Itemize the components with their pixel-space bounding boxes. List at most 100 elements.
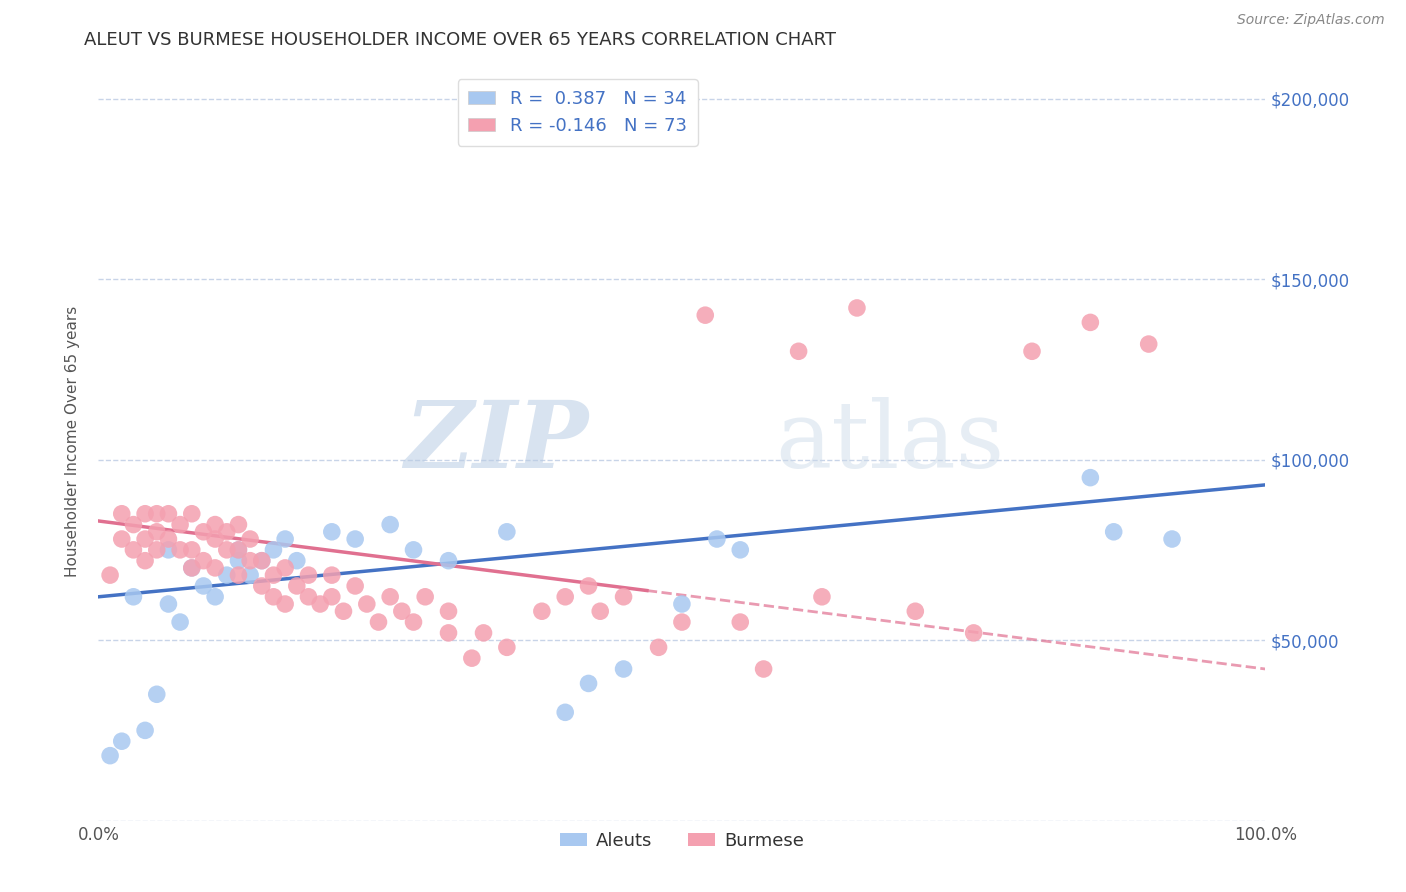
Point (530, 604, 553, 618)
Point (589, 604, 612, 618)
Point (239, 554, 262, 568)
Point (578, 579, 600, 593)
Point (122, 542, 145, 557)
Point (297, 568, 319, 582)
Point (111, 507, 134, 521)
Point (274, 597, 297, 611)
Point (228, 542, 250, 557)
Point (391, 604, 413, 618)
Point (695, 308, 717, 322)
Point (367, 615, 389, 629)
Point (204, 532, 226, 546)
Point (671, 597, 693, 611)
Point (1137, 337, 1160, 351)
Point (157, 507, 180, 521)
Point (157, 532, 180, 546)
Point (122, 590, 145, 604)
Point (134, 723, 156, 738)
Point (285, 554, 308, 568)
Point (554, 590, 576, 604)
Point (402, 542, 425, 557)
Y-axis label: Householder Income Over 65 years: Householder Income Over 65 years (65, 306, 80, 577)
Point (274, 532, 297, 546)
Legend: Aleuts, Burmese: Aleuts, Burmese (553, 825, 811, 857)
Point (146, 687, 169, 701)
Point (472, 626, 495, 640)
Point (180, 561, 202, 575)
Point (239, 568, 262, 582)
Point (122, 517, 145, 532)
Text: ZIP: ZIP (405, 397, 589, 486)
Point (228, 517, 250, 532)
Point (134, 507, 156, 521)
Point (215, 524, 238, 539)
Point (297, 590, 319, 604)
Point (169, 517, 191, 532)
Point (262, 542, 284, 557)
Point (846, 301, 869, 315)
Point (285, 579, 308, 593)
Point (250, 554, 273, 568)
Point (496, 524, 519, 539)
Point (1080, 470, 1102, 484)
Point (228, 554, 250, 568)
Point (321, 590, 343, 604)
Point (157, 597, 180, 611)
Point (321, 568, 343, 582)
Point (134, 532, 156, 546)
Point (98, 568, 121, 582)
Point (613, 662, 636, 676)
Point (111, 532, 134, 546)
Point (730, 615, 752, 629)
Point (904, 604, 927, 618)
Point (228, 542, 250, 557)
Point (250, 554, 273, 568)
Point (169, 542, 191, 557)
Point (730, 542, 752, 557)
Point (752, 662, 775, 676)
Point (180, 561, 202, 575)
Point (380, 590, 402, 604)
Text: ALEUT VS BURMESE HOUSEHOLDER INCOME OVER 65 YEARS CORRELATION CHART: ALEUT VS BURMESE HOUSEHOLDER INCOME OVER… (84, 31, 837, 49)
Point (204, 517, 226, 532)
Point (344, 579, 367, 593)
Point (180, 507, 202, 521)
Point (146, 507, 169, 521)
Point (787, 344, 810, 359)
Point (204, 590, 226, 604)
Point (1102, 524, 1125, 539)
Point (413, 590, 436, 604)
Point (437, 626, 460, 640)
Point (239, 532, 262, 546)
Point (250, 579, 273, 593)
Point (215, 542, 238, 557)
Point (321, 524, 343, 539)
Point (461, 651, 484, 665)
Point (274, 561, 297, 575)
Point (671, 615, 693, 629)
Point (344, 532, 367, 546)
Point (811, 590, 834, 604)
Point (262, 590, 284, 604)
Text: atlas: atlas (775, 397, 1004, 486)
Point (578, 676, 600, 690)
Point (193, 579, 215, 593)
Point (554, 706, 576, 720)
Point (380, 517, 402, 532)
Point (402, 615, 425, 629)
Point (204, 561, 226, 575)
Point (437, 604, 460, 618)
Point (1080, 315, 1102, 329)
Point (706, 532, 728, 546)
Point (962, 626, 984, 640)
Point (262, 568, 284, 582)
Point (309, 597, 332, 611)
Point (613, 590, 636, 604)
Point (1161, 532, 1184, 546)
Point (215, 568, 238, 582)
Point (169, 615, 191, 629)
Point (193, 524, 215, 539)
Point (356, 597, 378, 611)
Point (146, 524, 169, 539)
Point (496, 640, 519, 655)
